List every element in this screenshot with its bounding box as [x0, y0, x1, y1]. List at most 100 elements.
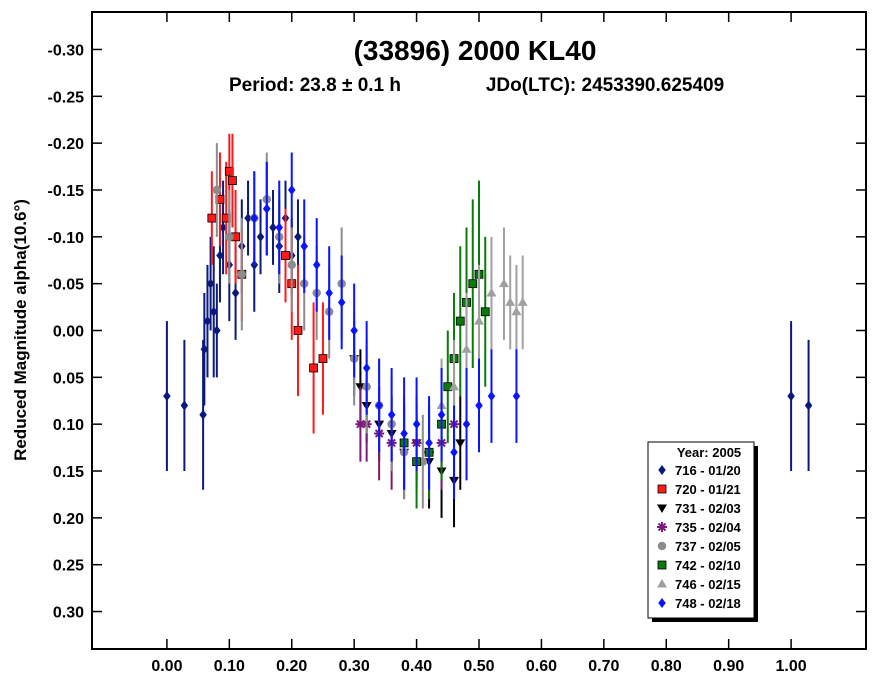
data-point: [487, 391, 496, 402]
data-point: [207, 213, 217, 223]
y-tick-label: -0.25: [48, 89, 85, 106]
data-point: [450, 447, 458, 458]
data-point: [300, 241, 308, 252]
data-point: [163, 391, 171, 402]
data-point: [231, 288, 240, 299]
legend-label: 748 - 02/18: [675, 596, 741, 611]
legend-label: 720 - 01/21: [675, 482, 741, 497]
data-point: [281, 251, 290, 260]
legend-marker: [657, 541, 667, 551]
asterisk-stroke: [356, 419, 365, 429]
y-tick-label: 0.25: [53, 558, 84, 575]
data-point: [362, 362, 371, 373]
data-point: [309, 363, 318, 373]
data-marks: [163, 133, 813, 528]
x-tick-label: 0.60: [526, 658, 557, 675]
data-point: [180, 400, 189, 411]
data-point: [213, 325, 221, 336]
legend-marker: [658, 465, 666, 475]
legend-marker: [657, 484, 667, 494]
data-point: [212, 185, 222, 195]
data-point: [455, 439, 466, 448]
data-point: [486, 288, 497, 297]
data-point: [512, 391, 521, 402]
data-point: [225, 232, 234, 242]
data-point: [293, 326, 303, 335]
x-tick-label: 0.80: [651, 658, 682, 675]
legend-marker: [657, 560, 667, 570]
data-point: [480, 307, 490, 317]
legend-marker: [658, 598, 666, 608]
series-7: [250, 152, 521, 500]
legend: Year: 2005 716 - 01/20 720 - 01/21 731 - 0…: [647, 441, 758, 622]
y-tick-label: 0.10: [53, 417, 84, 434]
data-point: [400, 428, 408, 439]
y-tick-label: -0.05: [48, 277, 85, 294]
y-tick-label: -0.10: [48, 230, 85, 247]
data-point: [203, 316, 212, 327]
x-tick-label: 0.90: [713, 658, 744, 675]
data-point: [425, 437, 433, 448]
data-point: [287, 260, 296, 270]
y-tick-label: 0.05: [53, 370, 84, 387]
x-tick-label: 0.10: [214, 658, 245, 675]
y-tick-label: 0.30: [53, 605, 84, 622]
x-tick-label: 0.20: [276, 658, 307, 675]
data-point: [256, 231, 265, 242]
data-point: [468, 279, 478, 289]
legend-marker: [657, 579, 667, 588]
data-point: [350, 325, 358, 336]
legend-title: Year: 2005: [677, 445, 741, 460]
chart-title: (33896) 2000 KL40: [354, 35, 597, 66]
legend-label: 731 - 02/03: [675, 501, 741, 516]
series-3: [355, 377, 460, 500]
data-point: [209, 306, 218, 317]
epoch-label: JDo(LTC): 2453390.625409: [486, 75, 724, 96]
y-tick-label: 0.00: [53, 324, 84, 341]
x-tick-label: 0.40: [401, 658, 432, 675]
y-tick-label: -0.15: [48, 183, 85, 200]
x-tick-label: 1.00: [776, 658, 807, 675]
data-point: [461, 344, 472, 353]
x-tick-label: 0.00: [151, 658, 182, 675]
data-point: [237, 270, 247, 279]
data-point: [200, 344, 209, 355]
axis-ticks: -0.30 -0.25 -0.20 -0.15 -0.10 -0.05 0.00 0.05 0.…: [48, 12, 866, 675]
data-point: [294, 231, 302, 242]
data-point: [206, 278, 215, 289]
data-point: [437, 409, 446, 420]
data-point: [474, 316, 484, 325]
data-point: [462, 419, 471, 430]
data-point: [511, 306, 522, 316]
series-6: [436, 227, 528, 453]
data-point: [219, 222, 227, 233]
legend-items: 716 - 01/20 720 - 01/21 731 - 02/03 735 - 0…: [657, 463, 742, 611]
legend-label: 746 - 02/15: [675, 577, 741, 592]
series-4: [212, 143, 428, 509]
data-point: [250, 213, 259, 224]
legend-label: 737 - 02/05: [675, 539, 741, 554]
data-point: [216, 250, 224, 261]
data-point: [318, 354, 328, 364]
legend-label: 716 - 01/20: [675, 463, 741, 478]
y-axis-label: Reduced Magnitude alpha(10.6°): [11, 199, 30, 461]
x-tick-label: 0.30: [339, 658, 370, 675]
period-label: Period: 23.8 ± 0.1 h: [229, 75, 401, 96]
legend-label: 742 - 02/10: [675, 558, 741, 573]
data-point: [228, 176, 237, 186]
legend-marker: [657, 522, 667, 532]
x-tick-label: 0.50: [463, 658, 494, 675]
data-point: [263, 203, 271, 214]
data-point: [337, 297, 346, 308]
data-point: [375, 400, 383, 411]
legend-marker: [657, 504, 667, 513]
data-point: [199, 409, 207, 420]
y-tick-label: -0.20: [48, 136, 85, 153]
data-point: [517, 297, 528, 306]
x-tick-label: 0.70: [588, 658, 619, 675]
data-point: [449, 381, 460, 391]
data-point: [275, 222, 284, 233]
data-point: [787, 391, 795, 402]
data-point: [387, 409, 396, 420]
